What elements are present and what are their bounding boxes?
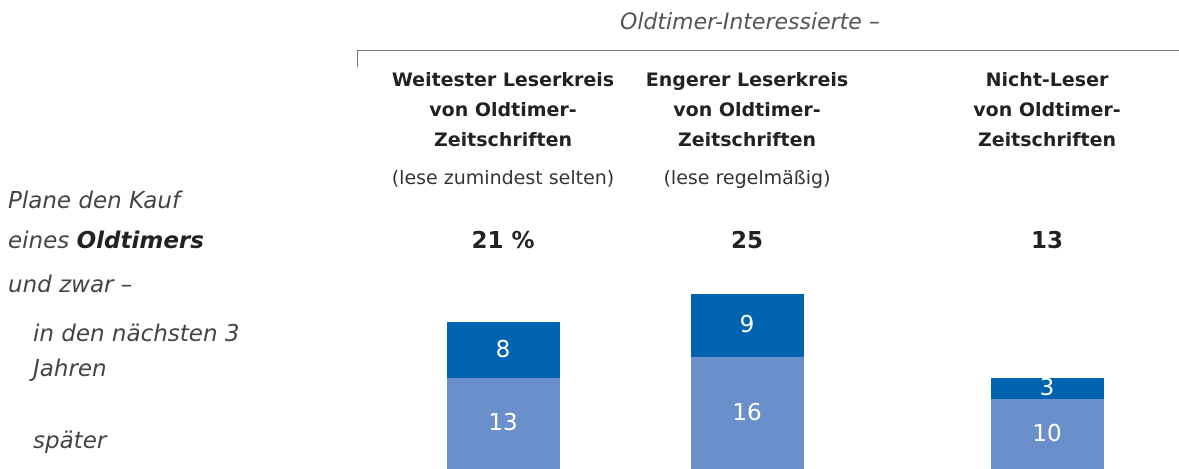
column-header: Engerer Leserkreis bbox=[645, 69, 849, 91]
bar-segment: 16 bbox=[690, 357, 804, 469]
total-label: 25 bbox=[730, 228, 763, 254]
bracket bbox=[357, 50, 1179, 67]
column-note: (lese zumindest selten) bbox=[391, 167, 615, 189]
column-header: Weitester Leserkreis bbox=[391, 69, 615, 91]
question-line: und zwar – bbox=[8, 272, 133, 298]
column-header: Nicht-Leser bbox=[985, 69, 1109, 91]
bar-segment: 9 bbox=[690, 294, 804, 357]
data-label: 9 bbox=[739, 312, 755, 338]
column-header: von Oldtimer- bbox=[673, 99, 821, 121]
data-label: 8 bbox=[495, 336, 511, 363]
column-header: Zeitschriften bbox=[977, 129, 1116, 151]
data-label: 13 bbox=[488, 410, 518, 436]
legend-label: in den nächsten 3 Jahren bbox=[33, 321, 240, 382]
column-note: (lese regelmäßig) bbox=[663, 167, 831, 189]
question-line: eines Oldtimers bbox=[8, 228, 204, 254]
total-label: 21 % bbox=[471, 228, 535, 254]
bar-segment: 13 bbox=[446, 378, 560, 469]
header: Oldtimer-Interessierte – bbox=[620, 10, 880, 35]
bar-segment: 8 bbox=[446, 322, 560, 378]
bar-segment: 10 bbox=[990, 399, 1104, 469]
question-line: Plane den Kauf bbox=[8, 188, 181, 214]
data-label: 10 bbox=[1032, 420, 1062, 447]
column-header: Zeitschriften bbox=[677, 129, 816, 151]
column-header: von Oldtimer- bbox=[429, 99, 577, 121]
bar-segment: 3 bbox=[990, 375, 1104, 401]
total-label: 13 bbox=[1030, 228, 1063, 254]
column-header: von Oldtimer- bbox=[973, 99, 1121, 121]
data-label: 3 bbox=[1039, 375, 1055, 401]
legend-label: später bbox=[33, 428, 107, 454]
column-header: Zeitschriften bbox=[433, 129, 572, 151]
data-label: 16 bbox=[732, 399, 762, 426]
question-text: eines bbox=[8, 228, 70, 254]
question-emphasis: Oldtimers bbox=[76, 228, 204, 254]
